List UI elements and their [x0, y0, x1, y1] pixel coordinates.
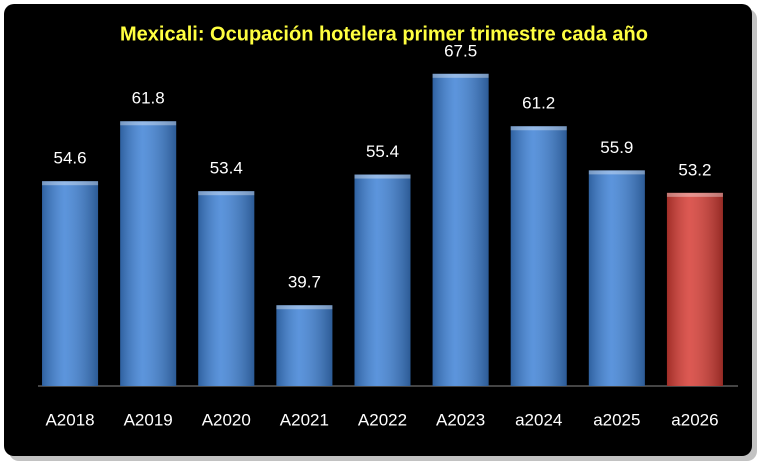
bar-shine — [510, 126, 567, 386]
x-tick-label: a2026 — [671, 410, 718, 429]
x-tick-label: A2019 — [124, 410, 173, 429]
bar-cap — [354, 174, 411, 179]
value-label: 53.2 — [678, 160, 711, 179]
value-label: 67.5 — [444, 41, 477, 60]
bar-cap — [276, 305, 333, 310]
value-label: 55.4 — [366, 142, 399, 161]
value-label: 61.8 — [132, 89, 165, 108]
bar-cap — [42, 181, 99, 186]
value-label: 61.2 — [522, 94, 555, 113]
value-label: 55.9 — [600, 138, 633, 157]
bar-cap — [588, 170, 645, 175]
x-tick-label: A2020 — [202, 410, 251, 429]
bar-shine — [588, 170, 645, 386]
x-tick-label: A2021 — [280, 410, 329, 429]
bar-cap — [510, 126, 567, 131]
bar-shine — [120, 121, 177, 386]
bar-cap — [432, 73, 489, 78]
x-tick-label: a2024 — [515, 410, 562, 429]
x-tick-label: A2023 — [436, 410, 485, 429]
bar-cap — [666, 192, 723, 197]
bar-shine — [666, 192, 723, 386]
x-tick-label: A2018 — [45, 410, 94, 429]
bar-shine — [198, 191, 255, 386]
value-label: 53.4 — [210, 159, 243, 178]
x-tick-label: A2022 — [358, 410, 407, 429]
chart-title: Mexicali: Ocupación hotelera primer trim… — [120, 23, 648, 45]
bar-cap — [120, 121, 177, 126]
bar-shine — [276, 305, 333, 386]
bar-shine — [432, 73, 489, 386]
value-label: 54.6 — [54, 149, 87, 168]
value-label: 39.7 — [288, 273, 321, 292]
bar-shine — [42, 181, 99, 386]
bar-shine — [354, 174, 411, 386]
bar-cap — [198, 191, 255, 196]
x-tick-label: a2025 — [593, 410, 640, 429]
